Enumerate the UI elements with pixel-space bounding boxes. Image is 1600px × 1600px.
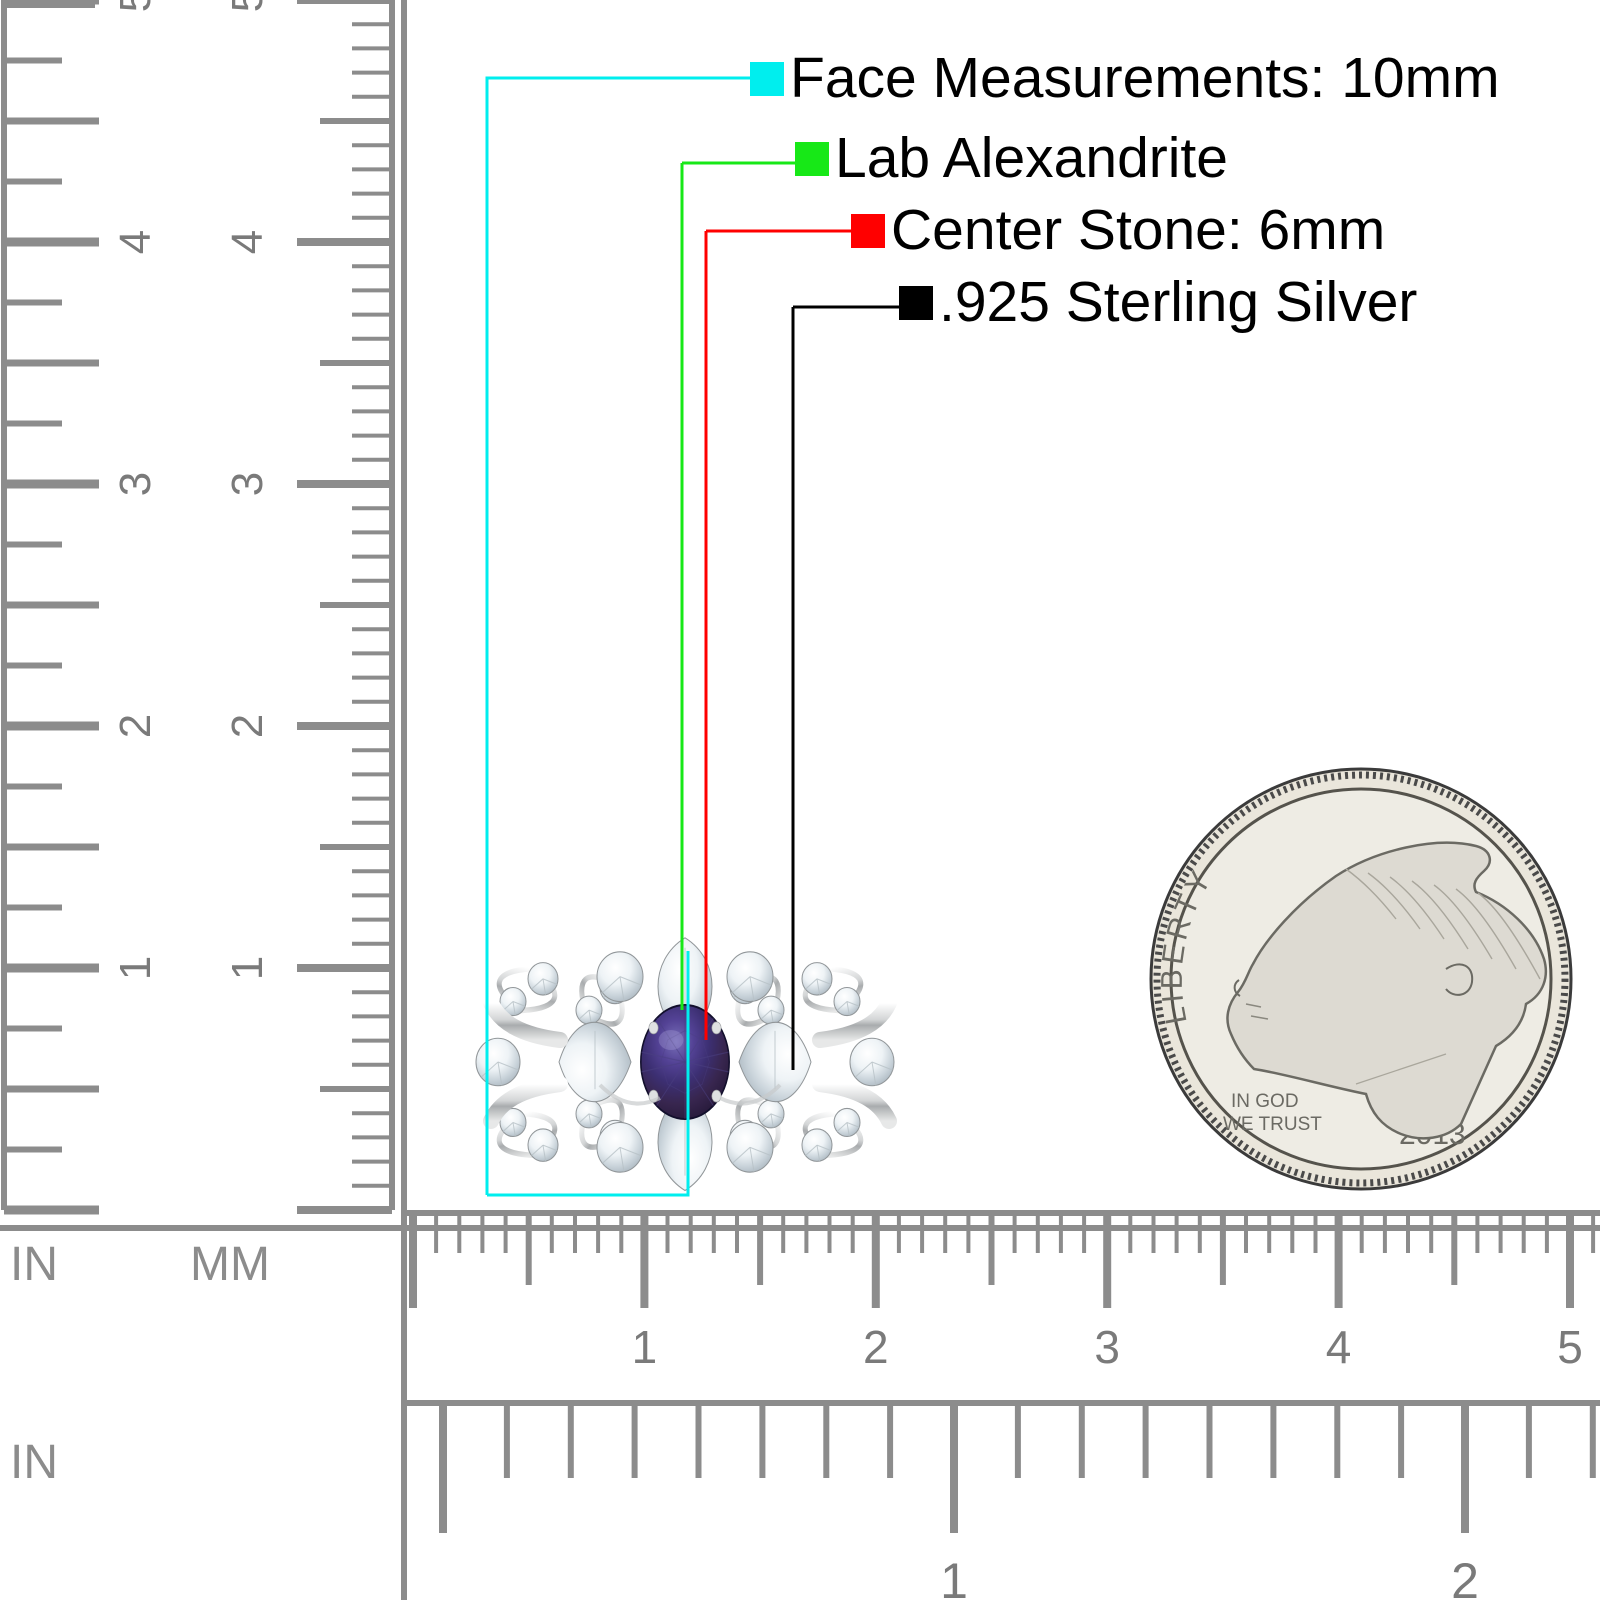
svg-text:3: 3: [111, 472, 160, 496]
svg-text:Face Measurements: 10mm: Face Measurements: 10mm: [790, 46, 1500, 110]
svg-text:.925 Sterling Silver: .925 Sterling Silver: [939, 270, 1417, 334]
svg-text:4: 4: [1326, 1321, 1352, 1373]
svg-text:5: 5: [1557, 1321, 1583, 1373]
svg-text:IN GOD: IN GOD: [1231, 1091, 1299, 1112]
svg-text:3: 3: [223, 472, 272, 496]
svg-text:1: 1: [632, 1321, 658, 1373]
svg-text:1: 1: [223, 956, 272, 980]
svg-text:4: 4: [223, 230, 272, 254]
svg-text:1: 1: [940, 1553, 968, 1600]
svg-text:5: 5: [111, 0, 160, 12]
svg-text:Lab Alexandrite: Lab Alexandrite: [835, 126, 1228, 190]
svg-text:MM: MM: [190, 1238, 270, 1291]
svg-text:Center Stone: 6mm: Center Stone: 6mm: [891, 198, 1385, 262]
svg-text:1: 1: [111, 956, 160, 980]
svg-text:2: 2: [863, 1321, 889, 1373]
svg-text:2: 2: [1451, 1553, 1479, 1600]
svg-text:IN: IN: [10, 1436, 58, 1489]
svg-text:3: 3: [1094, 1321, 1120, 1373]
svg-text:5: 5: [223, 0, 272, 12]
svg-text:2: 2: [111, 714, 160, 738]
svg-text:2: 2: [223, 714, 272, 738]
svg-text:WE TRUST: WE TRUST: [1223, 1114, 1322, 1135]
svg-text:IN: IN: [10, 1238, 58, 1291]
svg-text:4: 4: [111, 230, 160, 254]
